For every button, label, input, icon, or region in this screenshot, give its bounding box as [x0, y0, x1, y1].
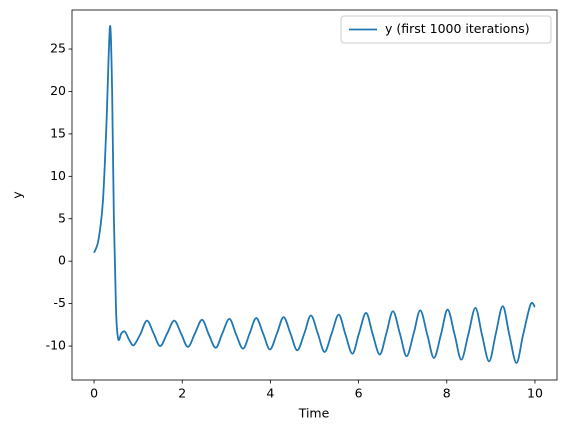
x-axis-label: Time: [298, 406, 330, 421]
series-line: [93, 25, 536, 364]
plot-area: [71, 9, 558, 381]
y-tick-label: 0: [58, 253, 66, 268]
y-tick-label: 5: [58, 210, 66, 225]
y-tick-label: -10: [46, 338, 66, 353]
legend-label: y (first 1000 iterations): [385, 21, 530, 36]
y-tick-label: 10: [50, 168, 66, 183]
y-tick-label: 15: [50, 125, 66, 140]
y-axis-label: y: [10, 191, 25, 199]
x-tick-label: 0: [90, 386, 98, 401]
x-tick-label: 8: [443, 386, 451, 401]
x-tick-label: 2: [178, 386, 186, 401]
y-tick-label: 20: [50, 83, 66, 98]
x-tick-label: 6: [355, 386, 363, 401]
y-tick-label: -5: [54, 295, 66, 310]
x-tick-label: 10: [527, 386, 543, 401]
y-tick-label: 25: [50, 41, 66, 56]
legend-box: [340, 15, 552, 44]
x-tick-label: 4: [266, 386, 274, 401]
